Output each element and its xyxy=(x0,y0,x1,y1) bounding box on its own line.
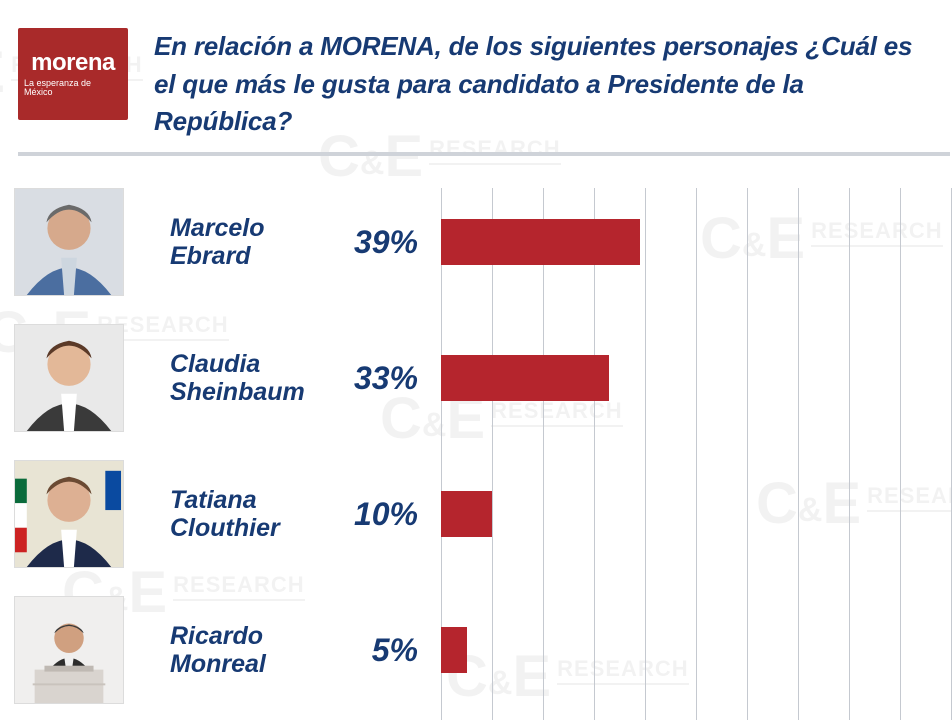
candidate-name: MarceloEbrard xyxy=(170,214,340,270)
candidate-first-name: Ricardo xyxy=(170,622,340,650)
candidate-avatar xyxy=(14,188,124,296)
candidate-last-name: Sheinbaum xyxy=(170,378,340,406)
candidate-bar xyxy=(441,627,467,673)
logo-main-text: morena xyxy=(31,51,115,75)
candidate-last-name: Clouthier xyxy=(170,514,340,542)
candidate-percent: 33% xyxy=(340,360,418,397)
bar-chart: MarceloEbrard39% ClaudiaSheinbaum33% Tatia… xyxy=(0,188,952,720)
candidate-percent: 39% xyxy=(340,224,418,261)
candidate-avatar xyxy=(14,324,124,432)
candidate-row: TatianaClouthier10% xyxy=(0,460,952,568)
candidate-avatar xyxy=(14,596,124,704)
morena-logo: morena La esperanza de México xyxy=(18,28,128,120)
header-divider xyxy=(18,152,950,156)
candidate-bar xyxy=(441,219,640,265)
candidate-name: ClaudiaSheinbaum xyxy=(170,350,340,406)
candidate-percent: 5% xyxy=(340,632,418,669)
candidate-name: TatianaClouthier xyxy=(170,486,340,542)
candidate-percent: 10% xyxy=(340,496,418,533)
header: morena La esperanza de México En relació… xyxy=(0,0,952,141)
candidate-bar xyxy=(441,491,492,537)
candidate-first-name: Marcelo xyxy=(170,214,340,242)
candidate-first-name: Tatiana xyxy=(170,486,340,514)
candidate-first-name: Claudia xyxy=(170,350,340,378)
candidate-last-name: Ebrard xyxy=(170,242,340,270)
candidate-row: RicardoMonreal5% xyxy=(0,596,952,704)
logo-sub-text: La esperanza de México xyxy=(24,79,122,97)
survey-question: En relación a MORENA, de los siguientes … xyxy=(154,28,922,141)
candidate-last-name: Monreal xyxy=(170,650,340,678)
candidate-name: RicardoMonreal xyxy=(170,622,340,678)
candidate-row: MarceloEbrard39% xyxy=(0,188,952,296)
candidate-row: ClaudiaSheinbaum33% xyxy=(0,324,952,432)
chart-rows: MarceloEbrard39% ClaudiaSheinbaum33% Tatia… xyxy=(0,188,952,720)
candidate-bar xyxy=(441,355,609,401)
page: C&ERESEARCHC&ERESEARCHC&ERESEARCHC&ERESE… xyxy=(0,0,952,720)
candidate-avatar xyxy=(14,460,124,568)
